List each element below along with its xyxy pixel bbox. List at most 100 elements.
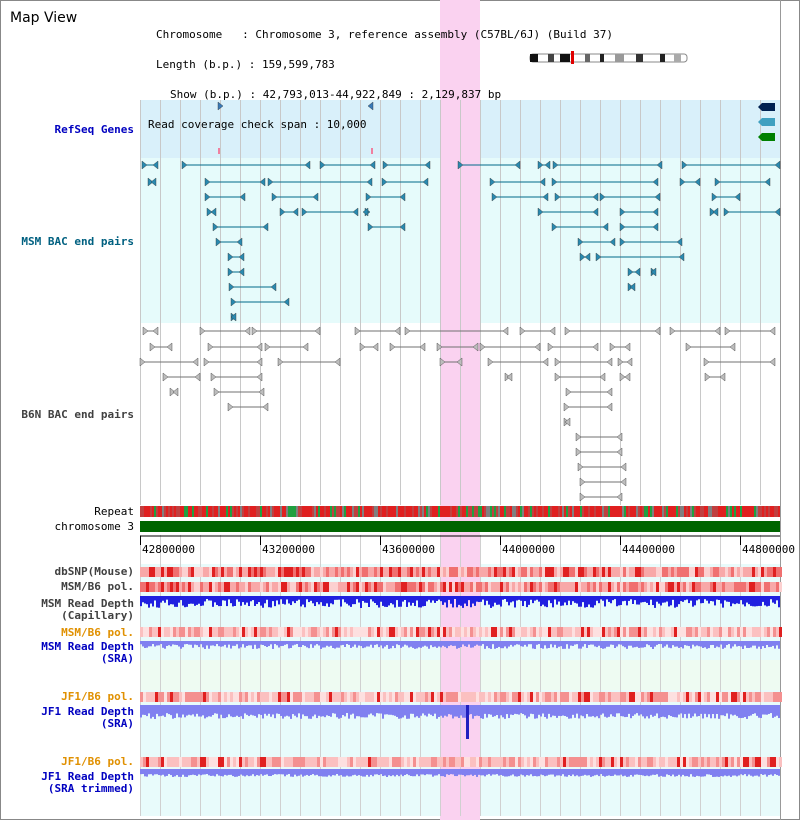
- read-depth-bar: [734, 596, 736, 605]
- read-depth-bar: [564, 705, 566, 716]
- read-depth-bar: [756, 769, 758, 776]
- polymorphism-cell: [746, 757, 749, 767]
- read-depth-bar: [664, 705, 666, 718]
- read-depth-bar: [324, 769, 326, 777]
- polymorphism-cell: [644, 627, 647, 637]
- read-depth-bar: [372, 705, 374, 716]
- read-depth-bar: [388, 641, 390, 649]
- read-depth-bar: [206, 596, 208, 600]
- read-depth-bar: [294, 705, 296, 716]
- repeat-block: [748, 506, 750, 517]
- repeat-block: [458, 506, 460, 517]
- read-depth-bar: [196, 769, 198, 776]
- track-label-b6n-bac[interactable]: B6N BAC end pairs: [21, 408, 134, 421]
- polymorphism-cell: [545, 567, 548, 577]
- polymorphism-cell: [512, 627, 515, 637]
- read-depth-bar: [614, 705, 616, 717]
- read-depth-bar: [716, 705, 718, 714]
- repeat-block: [366, 506, 368, 517]
- read-depth-bar: [310, 769, 312, 775]
- read-depth-bar: [694, 596, 696, 606]
- polymorphism-cell: [605, 627, 608, 637]
- repeat-block: [738, 506, 740, 517]
- read-depth-bar: [724, 596, 726, 601]
- polymorphism-cell: [488, 582, 491, 592]
- polymorphism-cell: [158, 757, 161, 767]
- read-depth-bar: [548, 705, 550, 714]
- repeat-block: [520, 506, 522, 517]
- polymorphism-cell: [446, 567, 449, 577]
- bac-end-arrow: [656, 160, 663, 170]
- polymorphism-cell: [290, 692, 293, 702]
- repeat-block: [302, 506, 304, 517]
- read-depth-bar: [604, 769, 606, 777]
- read-depth-bar: [524, 641, 526, 645]
- repeat-block: [288, 506, 290, 517]
- read-depth-bar: [164, 596, 166, 603]
- polymorphism-cell: [368, 582, 371, 592]
- read-depth-bar: [216, 769, 218, 775]
- read-depth-bar: [530, 641, 532, 645]
- read-depth-bar: [350, 705, 352, 715]
- track-label-refseq[interactable]: RefSeq Genes: [54, 123, 134, 136]
- track-label-msm-depth-sra: MSM Read Depth (SRA): [41, 641, 134, 665]
- bac-end-arrow: [606, 387, 613, 397]
- read-depth-bar: [734, 705, 736, 715]
- polymorphism-cell: [581, 582, 584, 592]
- polymorphism-cell: [728, 567, 731, 577]
- read-depth-bar: [594, 641, 596, 647]
- polymorphism-cell: [176, 567, 179, 577]
- polymorphism-cell: [149, 582, 152, 592]
- read-depth-bar: [562, 596, 564, 606]
- read-depth-bar: [374, 769, 376, 775]
- read-depth-bar: [460, 705, 462, 716]
- repeat-block: [424, 506, 426, 517]
- polymorphism-cell: [473, 567, 476, 577]
- polymorphism-cell: [350, 627, 353, 637]
- read-depth-bar: [740, 641, 742, 647]
- polymorphism-cell: [281, 627, 284, 637]
- polymorphism-cell: [650, 627, 653, 637]
- read-depth-bar: [164, 641, 166, 649]
- polymorphism-cell: [605, 582, 608, 592]
- repeat-block: [664, 506, 666, 517]
- read-depth-bar: [464, 705, 466, 718]
- read-depth-bar: [404, 705, 406, 716]
- read-depth-bar: [248, 769, 250, 777]
- polymorphism-cell: [266, 757, 269, 767]
- polymorphism-cell: [638, 757, 641, 767]
- read-depth-bar: [542, 641, 544, 649]
- read-depth-bar: [478, 596, 480, 603]
- repeat-block: [286, 506, 288, 517]
- read-depth-bar: [572, 596, 574, 602]
- polymorphism-cell: [623, 582, 626, 592]
- polymorphism-cell: [155, 567, 158, 577]
- bac-end-arrow: [279, 207, 286, 217]
- read-depth-bar: [562, 641, 564, 649]
- polymorphism-cell: [239, 692, 242, 702]
- polymorphism-cell: [518, 757, 521, 767]
- polymorphism-cell: [263, 692, 266, 702]
- read-depth-bar: [554, 641, 556, 645]
- read-depth-bar: [754, 596, 756, 607]
- polymorphism-cell: [308, 692, 311, 702]
- read-depth-bar: [380, 641, 382, 646]
- polymorphism-cell: [266, 567, 269, 577]
- read-depth-bar: [726, 705, 728, 714]
- read-depth-bar: [328, 769, 330, 776]
- polymorphism-cell: [164, 757, 167, 767]
- read-depth-bar: [256, 641, 258, 649]
- polymorphism-cell: [260, 567, 263, 577]
- read-depth-bar: [316, 705, 318, 719]
- read-depth-bar: [178, 705, 180, 718]
- read-depth-bar: [160, 769, 162, 776]
- track-label-msm-bac[interactable]: MSM BAC end pairs: [21, 235, 134, 248]
- polymorphism-cell: [398, 567, 401, 577]
- polymorphism-cell: [368, 627, 371, 637]
- read-depth-bar: [260, 596, 262, 606]
- polymorphism-cell: [359, 627, 362, 637]
- polymorphism-cell: [509, 627, 512, 637]
- polymorphism-cell: [356, 757, 359, 767]
- polymorphism-cell: [779, 757, 782, 767]
